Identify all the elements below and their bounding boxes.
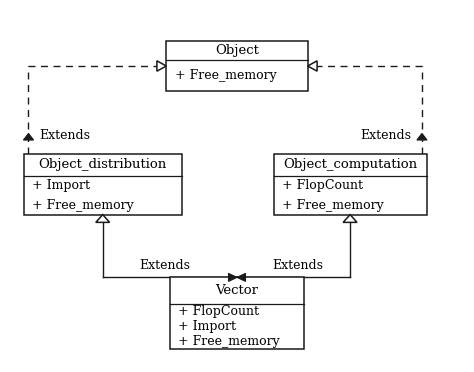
Text: Extends: Extends — [140, 259, 191, 272]
Polygon shape — [157, 61, 166, 71]
Text: Object_distribution: Object_distribution — [38, 158, 167, 171]
Text: Object: Object — [215, 44, 259, 57]
Text: + FlopCount: + FlopCount — [282, 179, 363, 192]
Bar — [273, 154, 427, 215]
Text: Extends: Extends — [39, 129, 90, 142]
Text: Extends: Extends — [361, 129, 411, 142]
Text: + FlopCount: + FlopCount — [178, 305, 259, 318]
Text: + Free_memory: + Free_memory — [282, 199, 384, 212]
Polygon shape — [96, 215, 109, 222]
Polygon shape — [417, 134, 427, 140]
Bar — [170, 278, 304, 349]
Text: Extends: Extends — [273, 259, 324, 272]
Polygon shape — [343, 215, 357, 222]
Polygon shape — [308, 61, 317, 71]
Text: Vector: Vector — [216, 284, 258, 297]
Text: + Import: + Import — [32, 179, 90, 192]
Polygon shape — [228, 273, 237, 281]
Polygon shape — [23, 134, 34, 140]
Bar — [166, 41, 308, 91]
Text: + Import: + Import — [178, 320, 237, 333]
Text: Object_computation: Object_computation — [283, 158, 417, 171]
Text: + Free_memory: + Free_memory — [32, 199, 134, 212]
Polygon shape — [237, 273, 246, 281]
Text: + Free_memory: + Free_memory — [175, 69, 276, 82]
Bar — [24, 154, 182, 215]
Text: + Free_memory: + Free_memory — [178, 335, 280, 348]
